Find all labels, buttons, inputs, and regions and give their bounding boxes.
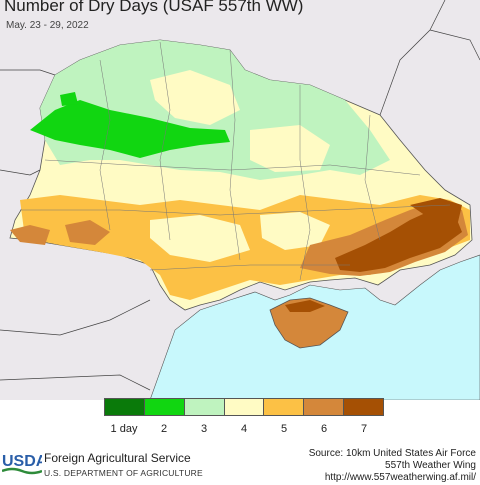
region-borders (20, 41, 451, 281)
map-title: Number of Dry Days (USAF 557th WW) (4, 0, 304, 15)
legend-swatch-3 (183, 398, 224, 416)
zone-6-west (65, 220, 110, 245)
zone-4-central-patch (150, 215, 250, 262)
legend-colorbar (104, 398, 385, 416)
source-link[interactable]: http://www.557weatherwing.af.mil/ (324, 472, 476, 483)
country-borders (0, 0, 480, 391)
legend-swatch-1 (104, 398, 144, 416)
legend-swatch-7 (343, 398, 385, 416)
legend-swatch-2 (143, 398, 184, 416)
legend-label-6: 6 (320, 423, 328, 435)
legend-swatch-6 (303, 398, 344, 416)
legend-label-5: 5 (280, 423, 288, 435)
legend-label-3: 3 (200, 423, 208, 435)
usda-logo: USDA (2, 453, 42, 475)
zone-2-spot (60, 92, 78, 106)
legend-label-2: 2 (160, 423, 168, 435)
zone-6-southwest (10, 225, 50, 245)
legend-label-4: 4 (240, 423, 248, 435)
zone-4-northeast-patch (250, 125, 330, 172)
legend-swatch-5 (263, 398, 304, 416)
zone-7-east (335, 210, 462, 272)
usda-logo-text: USDA (2, 453, 42, 470)
source-line-2: 557th Weather Wing (385, 460, 476, 471)
zone-4-north-patch (150, 70, 240, 125)
legend-label-7: 7 (360, 423, 368, 435)
crimea-north (285, 300, 325, 312)
legend-label-1: 1 day (110, 423, 138, 435)
legend-swatch-4 (223, 398, 264, 416)
source-line-1: Source: 10km United States Air Force (308, 448, 476, 459)
date-range: May. 23 - 29, 2022 (6, 20, 89, 31)
department-name: U.S. DEPARTMENT OF AGRICULTURE (44, 468, 203, 478)
agency-name: Foreign Agricultural Service (44, 451, 191, 465)
dry-days-map (0, 0, 480, 400)
zone-2-band (30, 100, 230, 158)
zone-7-donbas (410, 198, 462, 222)
zone-4-east-patch (260, 212, 330, 250)
